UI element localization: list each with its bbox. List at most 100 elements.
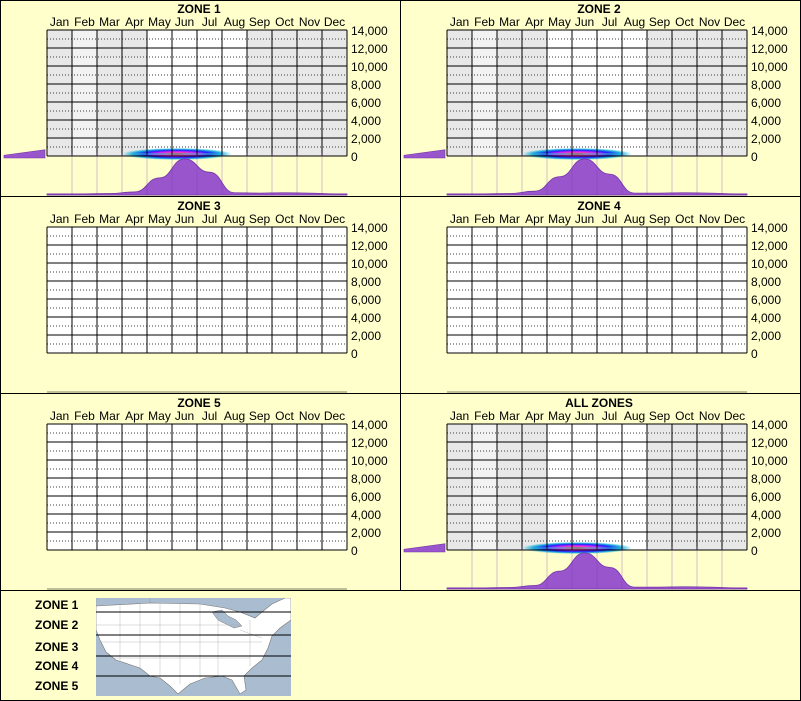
y-tick-label: 14,000 (751, 418, 788, 432)
y-tick-label: 0 (751, 150, 758, 164)
y-tick-label: 12,000 (751, 436, 788, 450)
y-tick-label: 4,000 (351, 508, 381, 522)
month-label: Sep (649, 212, 671, 226)
month-label: Nov (299, 409, 320, 423)
month-label: Oct (275, 409, 294, 423)
month-label: Dec (324, 15, 345, 29)
panel-zone-5: ZONE 5 Jan Feb Mar Apr May Jun Jul Aug Sep Oct Nov D… (46, 396, 388, 590)
inactive-month-shade (697, 30, 722, 156)
month-label: Feb (74, 15, 95, 29)
month-label: Nov (699, 15, 720, 29)
month-label: Apr (125, 409, 144, 423)
y-tick-label: 6,000 (751, 96, 781, 110)
map-border (96, 598, 151, 606)
inactive-month-shade (297, 30, 322, 156)
y-tick-label: 14,000 (351, 418, 388, 432)
y-tick-label: 4,000 (751, 114, 781, 128)
y-tick-label: 6,000 (351, 96, 381, 110)
y-tick-label: 8,000 (751, 78, 781, 92)
inactive-month-shade (497, 424, 522, 550)
month-label: Nov (699, 212, 720, 226)
month-label: Jun (175, 409, 194, 423)
panel-title: ZONE 5 (177, 396, 221, 410)
month-label: Jun (575, 409, 594, 423)
y-tick-label: 12,000 (351, 436, 388, 450)
month-label: May (548, 212, 571, 226)
y-tick-label: 10,000 (751, 454, 788, 468)
month-label: Feb (74, 409, 95, 423)
panel-zone-2: ZONE 2 Jan Feb Mar Apr May Jun Jul Aug Sep Oct Nov D… (403, 2, 788, 196)
inactive-month-shade (647, 424, 672, 550)
zone-label: ZONE 3 (35, 640, 79, 654)
month-label: Jan (450, 15, 469, 29)
month-label: Dec (324, 212, 345, 226)
month-label: Jun (575, 212, 594, 226)
inactive-month-shade (647, 30, 672, 156)
y-tick-label: 12,000 (351, 239, 388, 253)
month-label: Oct (675, 409, 694, 423)
month-label: Jul (602, 15, 617, 29)
month-label: Sep (249, 409, 271, 423)
month-label: Feb (474, 409, 495, 423)
elevation-profile (403, 543, 446, 553)
inactive-month-shade (72, 30, 97, 156)
month-label: Oct (675, 15, 694, 29)
month-label: Jul (202, 409, 217, 423)
month-label: Feb (474, 212, 495, 226)
y-tick-label: 14,000 (751, 24, 788, 38)
zone-label: ZONE 4 (35, 659, 79, 673)
month-label: Mar (499, 409, 520, 423)
inactive-month-shade (322, 30, 347, 156)
month-label: Aug (624, 212, 645, 226)
month-label: Sep (249, 212, 271, 226)
y-tick-label: 10,000 (351, 60, 388, 74)
month-label: Aug (224, 15, 245, 29)
month-label: Jul (602, 212, 617, 226)
month-label: Jan (450, 212, 469, 226)
zone-legend: ZONE 1 ZONE 2 ZONE 3 ZONE 4 ZONE 5 (35, 598, 291, 696)
month-label: Nov (699, 409, 720, 423)
month-label: May (148, 409, 171, 423)
y-tick-label: 12,000 (751, 42, 788, 56)
month-label: Mar (499, 15, 520, 29)
zone-label: ZONE 2 (35, 618, 79, 632)
inactive-month-shade (697, 424, 722, 550)
month-label: Aug (224, 409, 245, 423)
y-tick-label: 10,000 (351, 257, 388, 271)
map-land (96, 598, 291, 695)
y-tick-label: 10,000 (351, 454, 388, 468)
month-label: Dec (724, 15, 745, 29)
month-label: Dec (324, 409, 345, 423)
month-label: Mar (99, 409, 120, 423)
y-tick-label: 0 (351, 544, 358, 558)
y-tick-label: 0 (351, 150, 358, 164)
y-tick-label: 14,000 (351, 24, 388, 38)
y-tick-label: 10,000 (751, 60, 788, 74)
y-tick-label: 8,000 (351, 78, 381, 92)
month-label: Dec (724, 212, 745, 226)
y-tick-label: 14,000 (751, 221, 788, 235)
y-tick-label: 2,000 (751, 132, 781, 146)
panel-title: ZONE 1 (177, 2, 221, 16)
y-tick-label: 4,000 (751, 311, 781, 325)
month-label: May (148, 212, 171, 226)
zone-label: ZONE 1 (35, 598, 79, 612)
y-tick-label: 6,000 (351, 293, 381, 307)
y-tick-label: 4,000 (351, 114, 381, 128)
elevation-profile (3, 149, 46, 159)
y-tick-label: 0 (751, 347, 758, 361)
month-label: Jun (175, 15, 194, 29)
month-label: Apr (525, 409, 544, 423)
panel-title: ZONE 3 (177, 199, 221, 213)
y-tick-label: 6,000 (351, 490, 381, 504)
map-state-line (239, 629, 263, 639)
month-label: Apr (525, 212, 544, 226)
inactive-month-shade (497, 30, 522, 156)
inactive-month-shade (722, 424, 747, 550)
month-label: Jul (202, 15, 217, 29)
month-label: Mar (99, 15, 120, 29)
panel-title: ZONE 4 (577, 199, 621, 213)
y-tick-label: 4,000 (351, 311, 381, 325)
y-tick-label: 4,000 (751, 508, 781, 522)
